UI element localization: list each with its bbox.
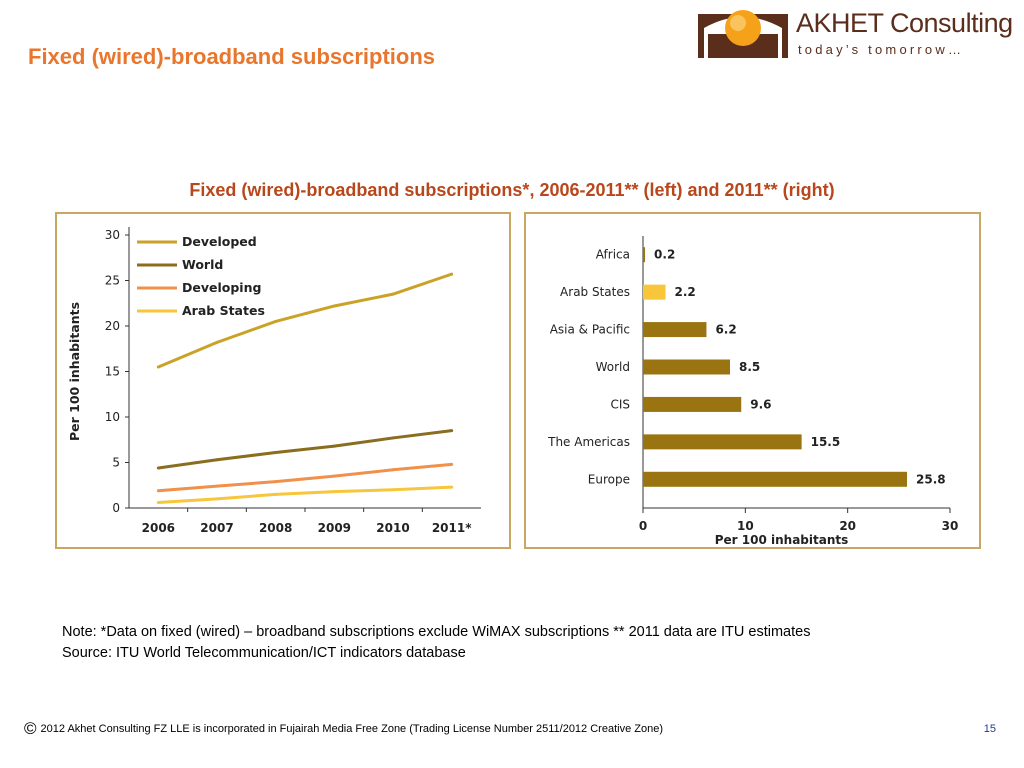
data-point [391,436,395,440]
value-label: 6.2 [715,323,736,337]
x-axis-label: Per 100 inhabitants [715,533,849,547]
series-line-2 [158,462,452,493]
data-point [215,340,219,344]
series-line-0 [157,272,453,369]
x-tick-label: 2011* [432,521,472,535]
page-title: Fixed (wired)-broadband subscriptions [28,44,436,69]
data-point [450,462,454,466]
logo-tagline: today’s tomorrow… [798,42,965,57]
y-tick-label: 25 [105,274,120,288]
bar-chart-panel: Africa 0.2 Arab States 2.2 Asia & Pacific 6.2… [524,212,981,549]
category-label: Asia & Pacific [550,323,630,337]
chart-note: Note: *Data on fixed (wired) – broadband… [62,622,810,664]
category-label: The Americas [547,435,630,449]
data-point [274,319,278,323]
value-label: 8.5 [739,360,760,374]
x-tick-label: 2006 [142,521,175,535]
data-point [274,450,278,454]
data-point [332,474,336,478]
data-point [391,292,395,296]
y-axis-label: Per 100 inhabitants [67,302,82,441]
page-number: 15 [983,723,996,735]
copyright-symbol: © [24,719,37,738]
footer-text: 2012 Akhet Consulting FZ LLE is incorpor… [40,723,663,735]
x-tick-label: 0 [639,519,647,533]
y-tick-label: 30 [105,228,120,242]
y-tick-label: 20 [105,319,120,333]
legend-label: Arab States [182,303,265,318]
data-point [450,429,454,433]
series-line-3 [158,485,452,505]
legend-label: Developing [182,280,261,295]
line-chart: 0 5 10 15 20 25 30 2006 2007 2008 2009 2010 2011* Per… [67,227,481,535]
data-point [450,485,454,489]
data-point [156,501,160,505]
value-label: 25.8 [916,472,946,486]
data-point [274,480,278,484]
x-tick-label: 2009 [318,521,351,535]
category-label: Arab States [560,285,630,299]
line-chart-panel: 0 5 10 15 20 25 30 2006 2007 2008 2009 2010 2011* Per… [55,212,511,549]
category-label: Europe [588,472,630,486]
category-label: Africa [596,248,630,262]
data-point [156,365,160,369]
footer: © 2012 Akhet Consulting FZ LLE is incorpo… [24,719,663,739]
x-tick-label: 30 [942,519,959,533]
data-point [156,466,160,470]
data-point [332,444,336,448]
data-point [332,304,336,308]
bar [643,284,666,300]
data-point [450,272,454,276]
category-label: CIS [610,397,630,411]
data-point [332,490,336,494]
bar [643,434,802,450]
y-tick-label: 0 [112,501,120,515]
data-point [215,497,219,501]
data-point [215,458,219,462]
value-label: 2.2 [675,285,696,299]
x-tick-label: 2008 [259,521,292,535]
bar [643,471,908,487]
bar [643,359,730,375]
legend-label: World [182,257,223,272]
source-text: Source: ITU World Telecommunication/ICT … [62,645,466,661]
chart-heading: Fixed (wired)-broadband subscriptions*, … [189,180,835,200]
bar [643,322,707,338]
bar-chart: Africa 0.2 Arab States 2.2 Asia & Pacific 6.2… [547,236,959,547]
logo-name: AKHET Consulting [796,8,1013,38]
data-point [215,484,219,488]
series-line-1 [158,429,452,470]
data-point [391,488,395,492]
x-tick-label: 2007 [200,521,233,535]
bar [643,396,742,412]
note-text: Note: *Data on fixed (wired) – broadband… [62,624,811,640]
data-point [156,489,160,493]
y-tick-label: 5 [112,456,120,470]
value-label: 9.6 [750,397,771,411]
bar [643,247,646,263]
x-tick-label: 20 [839,519,856,533]
y-tick-label: 10 [105,410,120,424]
x-tick-label: 10 [737,519,754,533]
legend-label: Developed [182,234,257,249]
value-label: 0.2 [654,248,675,262]
sun-logo-icon [698,10,788,58]
value-label: 15.5 [811,435,841,449]
data-point [391,468,395,472]
category-label: World [596,360,630,374]
data-point [274,492,278,496]
company-logo: AKHET Consulting today’s tomorrow… [698,4,1016,60]
y-tick-label: 15 [105,365,120,379]
x-tick-label: 2010 [376,521,409,535]
